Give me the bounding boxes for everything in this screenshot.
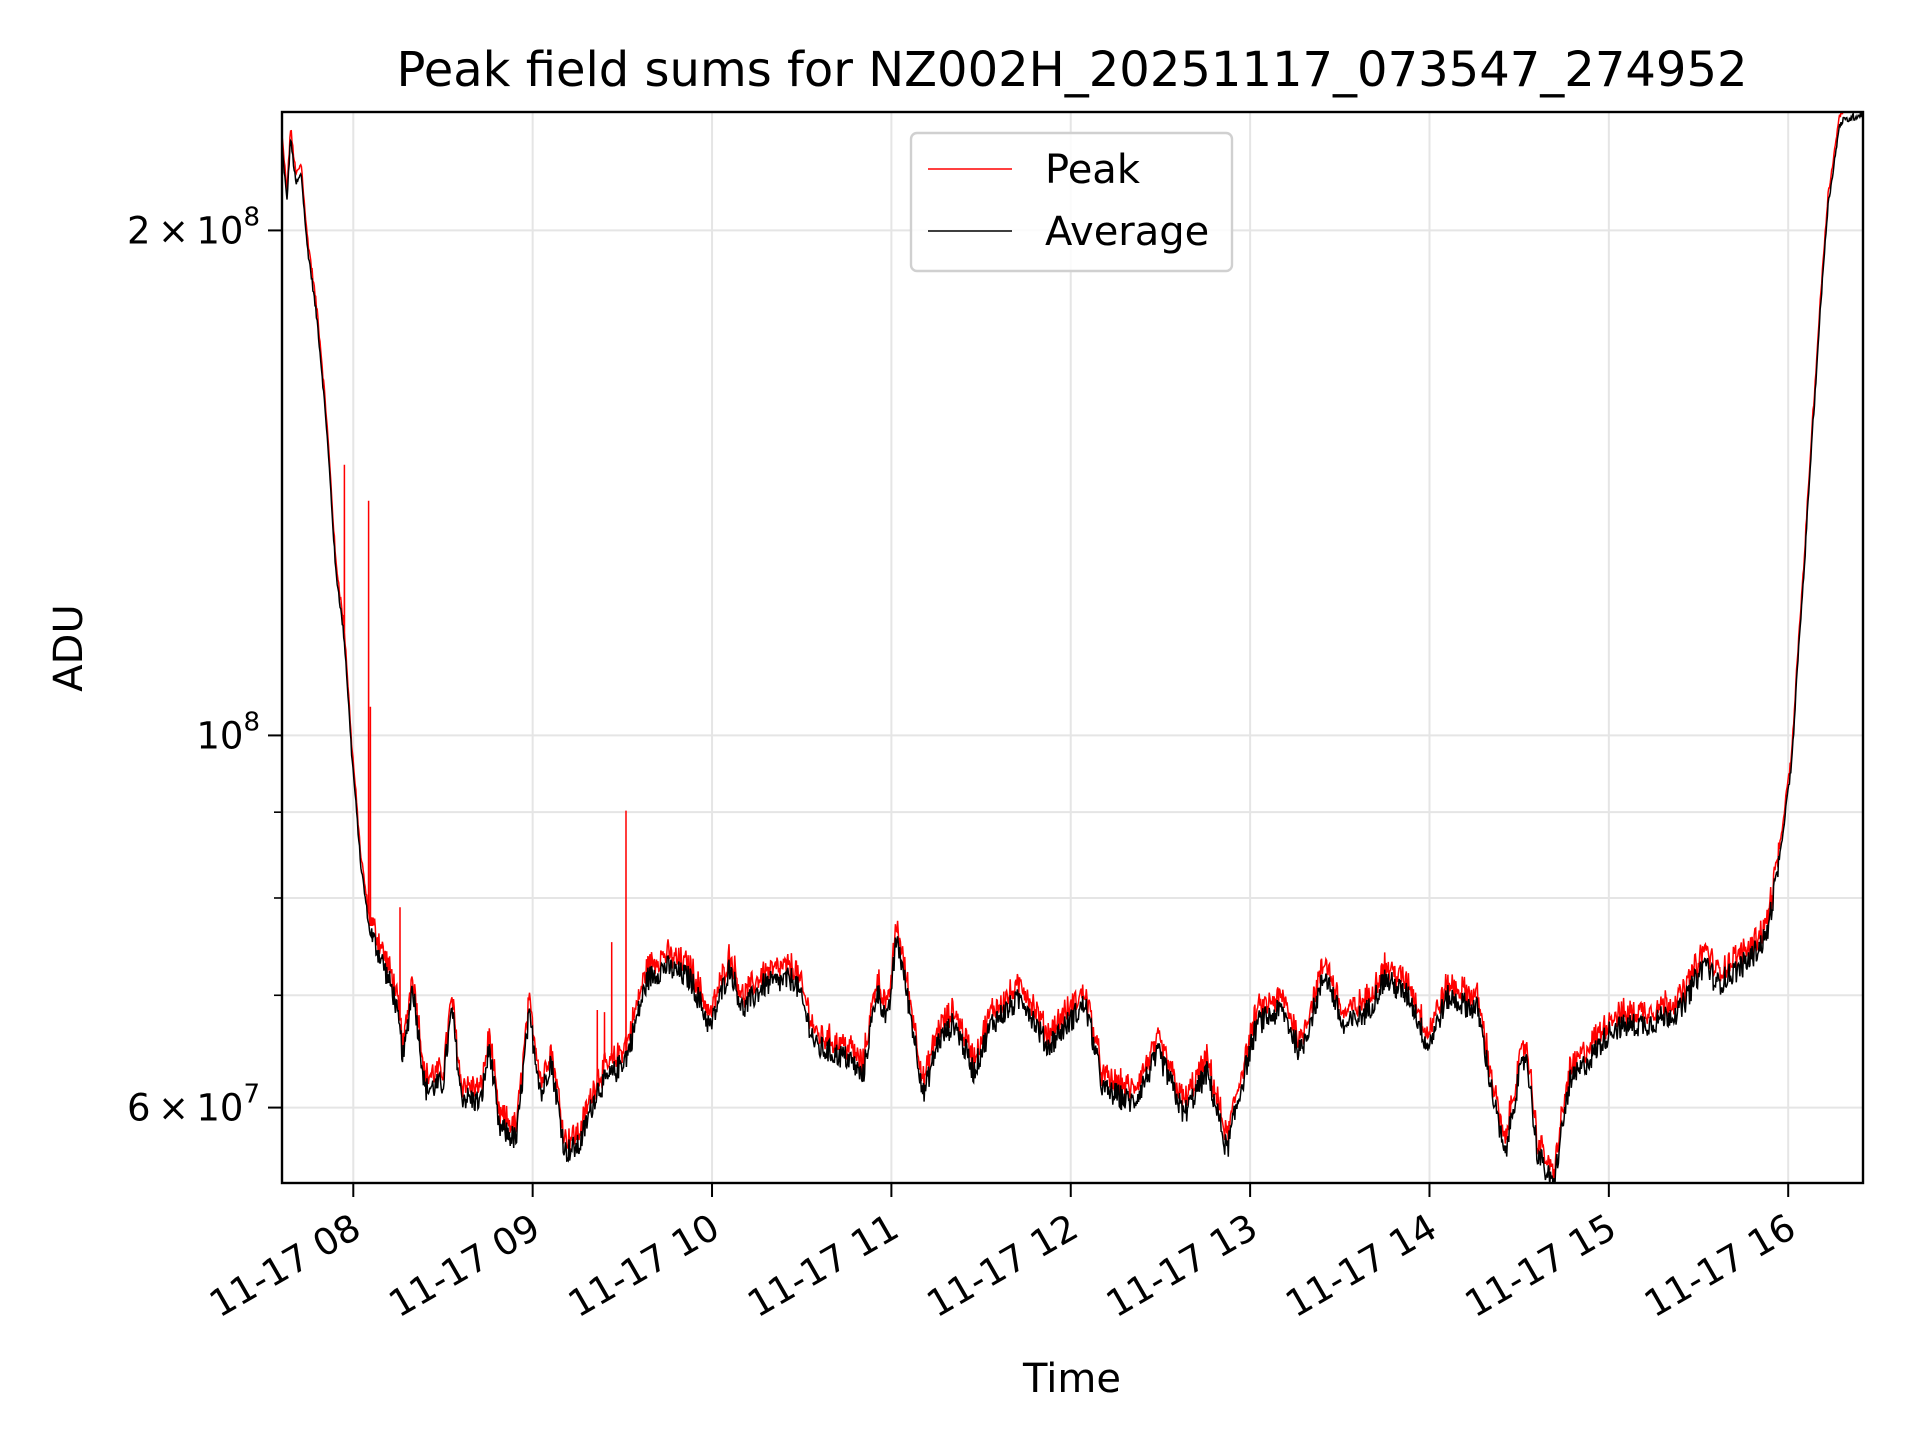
y-tick-mantissa: 6 × [127,1087,196,1130]
x-axis-label: Time [1022,1356,1121,1402]
y-tick-exponent: 8 [243,202,260,232]
y-tick-label: 2 × 108 [127,202,260,252]
y-axis-label: ADU [46,604,92,691]
chart-title: Peak field sums for NZ002H_20251117_0735… [396,42,1747,98]
legend-peak-label: Peak [1045,147,1141,193]
axes-frame [280,110,1865,1185]
legend: Peak Average [909,131,1234,273]
y-tick-base: 10 [196,1087,243,1130]
plot-area [282,112,1863,1183]
y-tick-label: 108 [196,707,260,757]
legend-average-label: Average [1045,209,1209,255]
y-tick-base: 10 [196,714,243,757]
legend-box [909,131,1234,273]
y-tick-mantissa: 2 × [127,209,196,252]
y-tick-label: 6 × 107 [127,1080,260,1130]
y-tick-base: 10 [196,209,243,252]
series-average-line [282,112,1863,1183]
y-tick-exponent: 8 [243,707,260,737]
y-tick-exponent: 7 [243,1080,260,1110]
